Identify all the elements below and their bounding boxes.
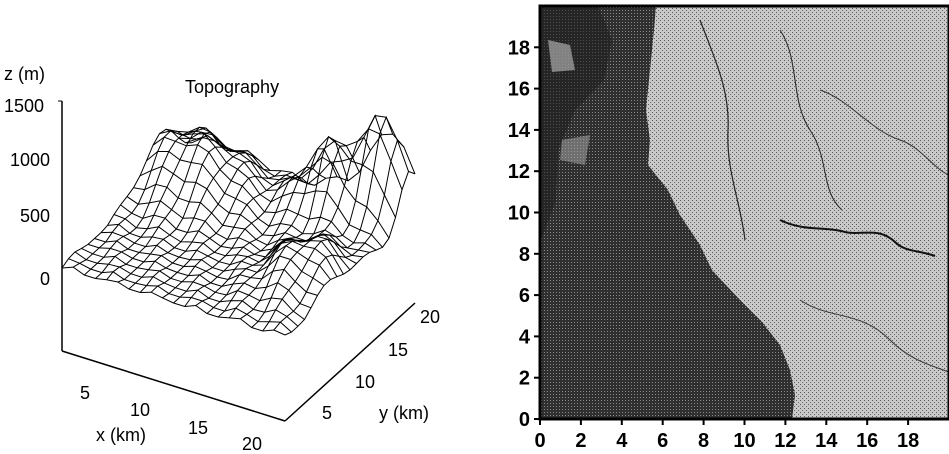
map-y-tick-label: 0 xyxy=(519,409,530,431)
z-tick-500: 500 xyxy=(20,206,50,226)
map-x-tick-label: 6 xyxy=(657,430,668,452)
map-y-axis: 0 2 4 6 8 10 12 14 16 18 xyxy=(508,37,540,431)
topography-title: Topography xyxy=(185,77,279,97)
x-tick-5: 5 xyxy=(80,383,90,403)
coastal-patch xyxy=(560,135,590,165)
surface-grid-line xyxy=(240,136,371,320)
surface-grid-line xyxy=(95,126,226,279)
y-tick-10: 10 xyxy=(355,372,375,392)
map-x-tick-label: 8 xyxy=(698,430,709,452)
topography-surface xyxy=(61,114,416,336)
water-area xyxy=(540,6,795,419)
surface-grid-line xyxy=(128,152,260,290)
z-tick-0: 0 xyxy=(40,269,50,289)
river-line xyxy=(799,299,949,373)
x-tick-15: 15 xyxy=(188,418,208,438)
map-y-tick-label: 6 xyxy=(519,285,530,307)
surface-grid-line xyxy=(72,130,204,268)
surface-grid-line xyxy=(173,176,304,304)
surface-grid-line xyxy=(273,139,405,331)
surface-grid-line xyxy=(251,114,383,328)
surface-grid-line xyxy=(159,130,383,248)
map-y-tick-label: 10 xyxy=(508,203,530,225)
map-y-tick-label: 2 xyxy=(519,368,530,390)
river-line xyxy=(779,219,936,257)
surface-grid-line xyxy=(81,247,305,320)
map-y-tick-label: 12 xyxy=(508,161,530,183)
map-y-tick-label: 16 xyxy=(508,79,530,101)
map-panel: 0 2 4 6 8 10 12 14 16 18 0 2 4 6 8 10 12 14 16 18 xyxy=(508,4,949,452)
surface-grid-line xyxy=(150,170,282,293)
map-y-tick-label: 18 xyxy=(508,37,530,59)
y-tick-5: 5 xyxy=(322,403,332,423)
map-y-tick-label: 8 xyxy=(519,244,530,266)
surface-grid-line xyxy=(165,126,390,239)
surface-grid-line xyxy=(61,128,193,269)
map-x-axis: 0 2 4 6 8 10 12 14 16 18 xyxy=(534,419,919,452)
y-tick-15: 15 xyxy=(388,340,408,360)
surface-grid-line xyxy=(195,166,327,306)
y-axis-line xyxy=(284,302,416,422)
river-line xyxy=(779,29,843,211)
z-tick-1500: 1500 xyxy=(4,96,44,116)
map-x-tick-label: 16 xyxy=(856,430,878,452)
z-tick-1000: 1000 xyxy=(10,150,50,170)
surface-grid-line xyxy=(162,171,293,299)
z-axis-label: z (m) xyxy=(4,64,45,84)
river-line xyxy=(819,89,949,176)
surface-grid-line xyxy=(191,133,416,186)
coastal-patch xyxy=(548,40,575,72)
x-tick-10: 10 xyxy=(130,400,150,420)
surface-grid-line xyxy=(83,130,215,276)
x-axis-line xyxy=(61,350,286,422)
map-x-tick-label: 14 xyxy=(815,430,838,452)
surface-grid-line xyxy=(206,148,338,314)
river-line xyxy=(699,19,746,241)
surface-grid-line xyxy=(228,145,360,319)
topography-panel: z (m) Topography 1500 1000 500 0 5 10 15… xyxy=(4,64,440,454)
map-x-tick-label: 0 xyxy=(534,430,545,452)
map-x-tick-label: 2 xyxy=(575,430,586,452)
surface-grid-line xyxy=(117,146,248,283)
map-x-tick-label: 12 xyxy=(774,430,796,452)
x-tick-20: 20 xyxy=(242,434,262,454)
surface-grid-line xyxy=(106,131,237,281)
surface-grid-line xyxy=(284,170,416,336)
map-x-tick-label: 10 xyxy=(733,430,755,452)
surface-grid-line xyxy=(217,135,349,318)
map-y-tick-label: 4 xyxy=(519,326,531,348)
map-x-tick-label: 4 xyxy=(616,430,628,452)
surface-grid-line xyxy=(184,174,315,307)
y-axis-label: y (km) xyxy=(379,403,429,423)
map-y-tick-label: 14 xyxy=(508,120,531,142)
y-tick-20: 20 xyxy=(420,307,440,327)
surface-grid-line xyxy=(139,160,271,293)
x-axis-label: x (km) xyxy=(96,425,146,445)
map-x-tick-label: 18 xyxy=(897,430,919,452)
surface-grid-line xyxy=(262,115,394,332)
